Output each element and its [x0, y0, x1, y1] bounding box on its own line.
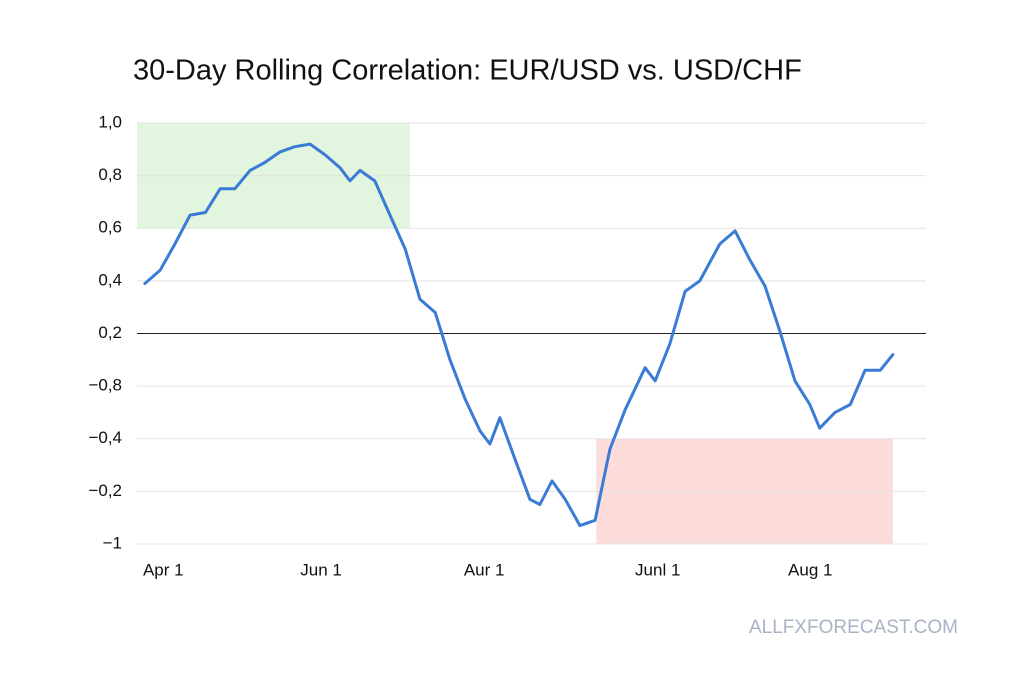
- y-tick-label: −0,4: [88, 428, 122, 447]
- x-tick-label: Apr 1: [143, 560, 184, 579]
- y-tick-label: 0,4: [98, 270, 122, 289]
- x-tick-label: Junl 1: [635, 560, 680, 579]
- x-tick-label: Aug 1: [788, 560, 832, 579]
- watermark: ALLFXFORECAST.COM: [749, 617, 958, 638]
- y-tick-label: 0,8: [98, 165, 122, 184]
- x-tick-label: Jun 1: [300, 560, 342, 579]
- chart-title: 30-Day Rolling Correlation: EUR/USD vs. …: [133, 55, 802, 87]
- data-line: [143, 142, 895, 528]
- y-tick-label: 1,0: [98, 112, 122, 131]
- y-tick-label: 0,6: [98, 218, 122, 237]
- y-tick-label: −1: [103, 533, 122, 552]
- y-tick-label: 0,2: [98, 323, 122, 342]
- x-tick-label: Aur 1: [464, 560, 505, 579]
- y-tick-label: −0,2: [88, 481, 122, 500]
- y-tick-label: −0,8: [88, 376, 122, 395]
